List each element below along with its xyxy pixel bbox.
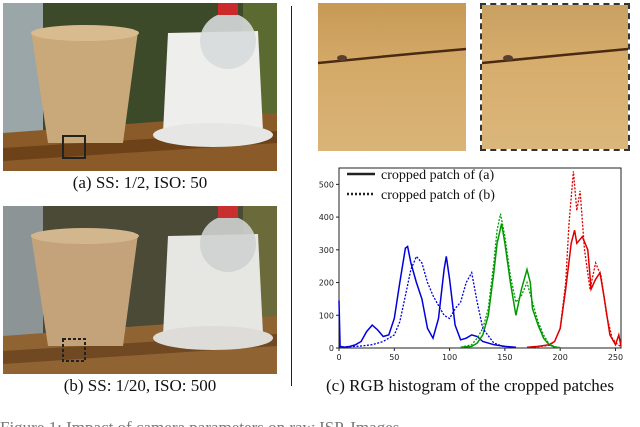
y-tick-label: 0 [329, 344, 334, 353]
y-tick-label: 400 [319, 213, 334, 222]
figure-caption-text: Figure 1: Impact of camera parameters on… [0, 398, 399, 427]
legend-label-a: cropped patch of (a) [381, 168, 494, 183]
cropped-patch-a [318, 3, 466, 151]
rgb-histogram-chart: 0 50 100 150 200 250 0 100 200 300 400 500 cropped … [319, 167, 623, 362]
panel-divider [291, 6, 292, 386]
y-tick-label: 100 [319, 311, 334, 320]
photo-a [3, 3, 277, 171]
x-tick-label: 0 [336, 353, 341, 362]
photo-b [3, 206, 277, 374]
red-dotted-curve [526, 171, 622, 348]
legend-label-b: cropped patch of (b) [381, 188, 495, 203]
caption-b: (b) SS: 1/20, ISO: 500 [63, 376, 217, 395]
plot-frame [338, 167, 622, 349]
cropped-patch-b [480, 3, 630, 151]
green-dotted-curve [460, 213, 561, 349]
caption-a: (a) SS: 1/2, ISO: 50 [72, 173, 208, 192]
x-tick-label: 150 [497, 353, 512, 362]
blue-solid-curve [338, 245, 516, 349]
photo-b-image [3, 206, 277, 374]
caption-c: (c) RGB histogram of the cropped patches [326, 376, 614, 395]
y-tick-label: 200 [319, 279, 334, 288]
photo-a-image [3, 3, 277, 171]
y-tick-label: 300 [319, 246, 334, 255]
x-tick-label: 200 [553, 353, 568, 362]
x-tick-label: 50 [389, 353, 399, 362]
x-tick-label: 250 [608, 353, 623, 362]
cropped-patch-a-image [318, 3, 466, 151]
cropped-patch-b-image [482, 5, 628, 149]
figure-caption: Figure 1: Impact of camera parameters on… [0, 398, 640, 427]
blue-dotted-curve [338, 255, 506, 348]
y-tick-label: 500 [319, 180, 334, 189]
green-solid-curve [460, 223, 561, 349]
x-tick-label: 100 [442, 353, 457, 362]
